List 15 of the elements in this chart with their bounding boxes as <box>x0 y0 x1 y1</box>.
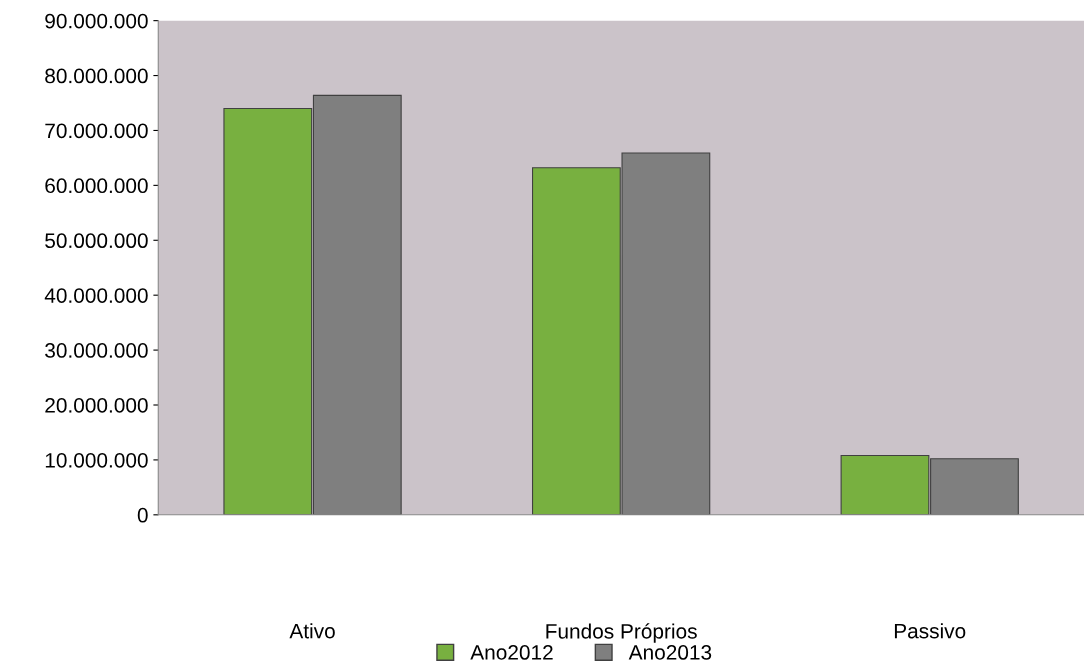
x-tick-label: Passivo <box>894 623 966 639</box>
y-tick-label: 80.000.000 <box>45 68 148 84</box>
y-tick-label: 30.000.000 <box>45 343 148 358</box>
legend-label: Ano2012 <box>470 645 553 660</box>
y-tick-label: 10.000.000 <box>45 452 148 468</box>
y-tick-label: 50.000.000 <box>45 233 148 249</box>
y-tick-label: 70.000.000 <box>45 123 148 139</box>
legend-label: Ano2013 <box>628 645 712 660</box>
x-tick-label: Ativo <box>289 623 335 639</box>
y-tick-label: 40.000.000 <box>44 288 148 303</box>
y-tick-label: 60.000.000 <box>45 178 148 194</box>
y-tick-label: 20.000.000 <box>45 398 148 413</box>
y-tick-label: 0 <box>137 507 148 523</box>
x-tick-label: Fundos Próprios <box>546 623 697 643</box>
y-tick-label: 90.000.000 <box>45 13 148 29</box>
